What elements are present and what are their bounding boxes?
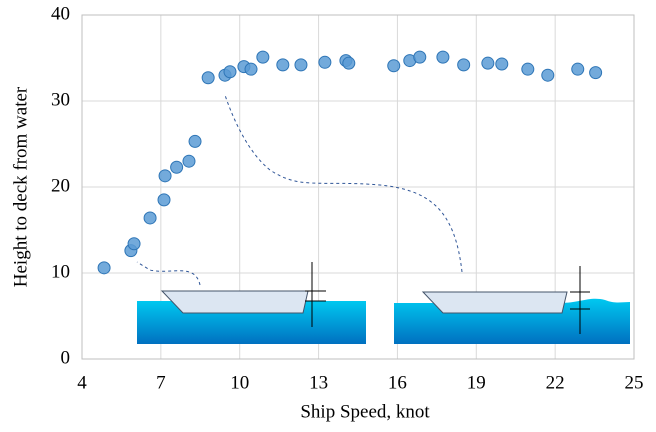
point <box>97 261 111 275</box>
plot-frame <box>81 14 635 360</box>
point <box>481 56 495 70</box>
x-tick-label: 16 <box>388 372 407 393</box>
point <box>495 57 509 71</box>
point <box>188 134 202 148</box>
point <box>413 50 427 64</box>
point <box>457 58 471 72</box>
point <box>157 193 171 207</box>
y-tick-label: 10 <box>51 261 70 282</box>
point <box>244 62 258 76</box>
x-tick-label: 7 <box>156 372 166 393</box>
point <box>276 58 290 72</box>
y-tick-label: 0 <box>61 347 71 368</box>
point <box>127 237 141 251</box>
point <box>589 66 603 80</box>
point <box>256 50 270 64</box>
x-tick-label: 4 <box>77 372 87 393</box>
y-tick-label: 20 <box>51 175 70 196</box>
point <box>318 55 332 69</box>
ship-illustration-right <box>224 94 630 344</box>
point <box>541 68 555 82</box>
y-tick-label: 30 <box>51 89 70 110</box>
ship-illustration-left <box>136 261 366 344</box>
point <box>294 58 308 72</box>
point <box>223 65 237 79</box>
point <box>571 62 585 76</box>
point <box>143 211 157 225</box>
point <box>342 56 356 70</box>
point <box>158 169 172 183</box>
x-tick-label: 10 <box>230 372 249 393</box>
point <box>182 154 196 168</box>
point <box>436 50 450 64</box>
x-axis-label: Ship Speed, knot <box>300 401 430 422</box>
point <box>387 59 401 73</box>
x-tick-label: 22 <box>546 372 565 393</box>
point <box>201 71 215 85</box>
x-tick-label: 25 <box>625 372 644 393</box>
point <box>170 160 184 174</box>
y-axis-label: Height to deck from water <box>10 86 31 287</box>
point <box>521 62 535 76</box>
x-tick-label: 19 <box>467 372 486 393</box>
x-tick-label: 13 <box>309 372 328 393</box>
y-tick-label: 40 <box>51 3 70 24</box>
